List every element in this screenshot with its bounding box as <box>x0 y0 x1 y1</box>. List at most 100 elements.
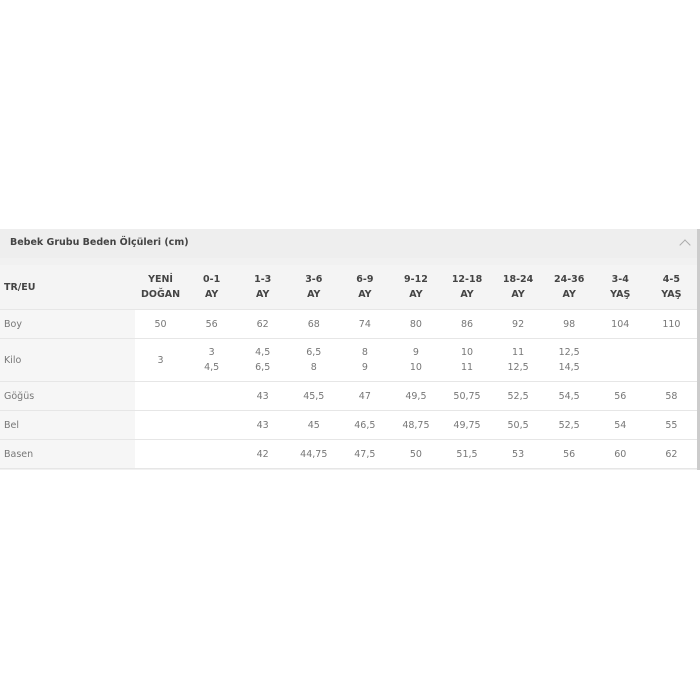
row-label: Basen <box>0 439 135 469</box>
table-cell: 104 <box>594 309 646 339</box>
cell-value: 46,5 <box>354 419 376 431</box>
column-header-tr-eu: TR/EU <box>0 265 135 310</box>
column-header-line: YENİ <box>148 274 173 285</box>
cell-value: 9 <box>412 347 419 358</box>
cell-value: 80 <box>409 318 422 330</box>
column-header: 3-4 YAŞ <box>594 265 646 310</box>
cell-value: 42 <box>256 448 269 460</box>
cell-value: 3 <box>208 347 215 358</box>
cell-value: 104 <box>611 318 630 330</box>
table-cell: 49,5 <box>390 381 442 411</box>
cell-value: 45,5 <box>303 390 325 402</box>
panel-header[interactable]: Bebek Grubu Beden Ölçüleri (cm) <box>0 229 697 258</box>
cell-value: 9 <box>361 362 368 373</box>
cell-value: 68 <box>307 318 320 330</box>
scrollbar[interactable] <box>697 229 700 470</box>
table-cell: 47,5 <box>339 439 391 469</box>
table-cell: 9 10 <box>390 338 442 382</box>
cell-value: 6,5 <box>306 347 322 358</box>
panel-title: Bebek Grubu Beden Ölçüleri (cm) <box>10 237 189 248</box>
table-cell: 68 <box>288 309 340 339</box>
table-cell: 48,75 <box>390 410 442 440</box>
cell-value: 49,75 <box>453 419 481 431</box>
table-row: Basen 42 44,75 47,5 50 51,5 53 56 60 62 <box>0 439 697 469</box>
table-cell: 60 <box>594 439 646 469</box>
table-cell: 42 <box>237 439 289 469</box>
cell-value: 62 <box>256 318 269 330</box>
table-cell <box>186 439 238 469</box>
column-header-line: 3-6 <box>305 274 323 285</box>
table-cell: 43 <box>237 410 289 440</box>
chevron-up-icon[interactable] <box>679 239 691 251</box>
column-header-line: 1-3 <box>254 274 272 285</box>
table-cell: 86 <box>441 309 493 339</box>
table-cell: 51,5 <box>441 439 493 469</box>
cell-value: 48,75 <box>402 419 430 431</box>
table-cell: 62 <box>237 309 289 339</box>
cell-value: 44,75 <box>300 448 328 460</box>
column-header: 18-24 AY <box>492 265 544 310</box>
table-cell: 54,5 <box>543 381 595 411</box>
table-cell: 4,5 6,5 <box>237 338 289 382</box>
cell-value: 92 <box>512 318 525 330</box>
cell-value: 50,5 <box>507 419 529 431</box>
cell-value: 56 <box>205 318 218 330</box>
cell-value: 52,5 <box>558 419 580 431</box>
table-row: Boy 50 56 62 68 74 80 86 92 98 104 110 <box>0 309 697 339</box>
table-cell: 50,75 <box>441 381 493 411</box>
table-cell <box>645 338 697 382</box>
cell-value: 43 <box>256 390 269 402</box>
table-cell <box>135 381 187 411</box>
cell-value: 60 <box>614 448 627 460</box>
table-cell: 80 <box>390 309 442 339</box>
column-header-line: 0-1 <box>203 274 221 285</box>
column-header: 12-18 AY <box>441 265 493 310</box>
column-header-line: 9-12 <box>404 274 428 285</box>
cell-value: 86 <box>460 318 474 330</box>
table-cell: 45 <box>288 410 340 440</box>
column-header-line: AY <box>256 289 270 300</box>
table-cell: 98 <box>543 309 595 339</box>
cell-value: 52,5 <box>507 390 529 402</box>
column-header-line: 3-4 <box>611 274 629 285</box>
table-cell: 53 <box>492 439 544 469</box>
size-chart-panel: Bebek Grubu Beden Ölçüleri (cm) TR/EU YE… <box>0 229 697 470</box>
row-label: Göğüs <box>0 381 135 411</box>
column-header: 4-5 YAŞ <box>645 265 697 310</box>
table-cell: 12,5 14,5 <box>543 338 595 382</box>
cell-value: 56 <box>614 390 627 402</box>
cell-value: 14,5 <box>558 362 580 373</box>
cell-value: 47 <box>358 390 371 402</box>
cell-value: 56 <box>563 448 576 460</box>
cell-value: 10 <box>460 347 474 358</box>
table-cell <box>186 381 238 411</box>
table-cell: 56 <box>543 439 595 469</box>
cell-value: 50 <box>154 318 167 330</box>
table-cell: 55 <box>645 410 697 440</box>
table-cell <box>135 439 187 469</box>
table-cell: 52,5 <box>543 410 595 440</box>
cell-value: 50 <box>409 448 422 460</box>
table-cell: 6,5 8 <box>288 338 340 382</box>
cell-value: 50,75 <box>453 390 481 402</box>
table-cell: 74 <box>339 309 391 339</box>
cell-value: 54,5 <box>558 390 580 402</box>
column-header: 6-9 AY <box>339 265 391 310</box>
column-header: 9-12 AY <box>390 265 442 310</box>
column-header-line: DOĞAN <box>141 289 181 300</box>
table-cell: 92 <box>492 309 544 339</box>
cell-value: 45 <box>307 419 320 431</box>
table-cell: 56 <box>186 309 238 339</box>
cell-value: 8 <box>310 362 317 373</box>
column-header: 1-3 AY <box>237 265 289 310</box>
cell-value: 51,5 <box>456 448 478 460</box>
column-header: 3-6 AY <box>288 265 340 310</box>
cell-value: 74 <box>358 318 371 330</box>
cell-value: 47,5 <box>354 448 376 460</box>
cell-value: 53 <box>512 448 525 460</box>
table-cell <box>186 410 238 440</box>
column-header: 24-36 AY <box>543 265 595 310</box>
table-cell: 49,75 <box>441 410 493 440</box>
cell-value: 49,5 <box>405 390 427 402</box>
